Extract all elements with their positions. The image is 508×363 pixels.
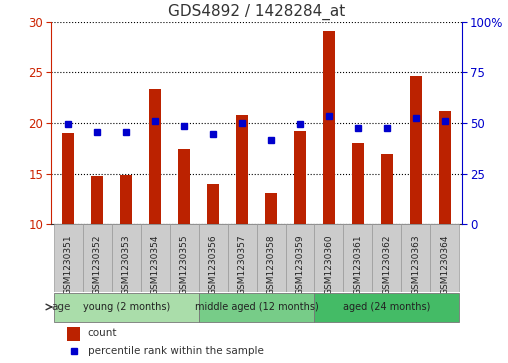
Bar — [343, 224, 372, 292]
Title: GDS4892 / 1428284_at: GDS4892 / 1428284_at — [168, 4, 345, 20]
Bar — [149, 89, 161, 224]
Text: GSM1230352: GSM1230352 — [92, 234, 102, 295]
Text: GSM1230351: GSM1230351 — [64, 234, 73, 295]
Bar — [178, 150, 190, 224]
Text: GSM1230358: GSM1230358 — [267, 234, 275, 295]
Bar — [381, 154, 393, 224]
Bar — [439, 111, 451, 224]
Bar — [199, 224, 228, 292]
Bar — [401, 224, 430, 292]
Bar — [62, 133, 74, 224]
Text: GSM1230363: GSM1230363 — [411, 234, 421, 295]
Text: young (2 months): young (2 months) — [82, 302, 170, 312]
Bar — [228, 224, 257, 292]
Text: GSM1230357: GSM1230357 — [238, 234, 246, 295]
Bar — [91, 176, 103, 224]
Bar — [352, 143, 364, 224]
Bar — [265, 193, 277, 224]
Bar — [170, 224, 199, 292]
Bar — [314, 224, 343, 292]
Bar — [236, 115, 248, 224]
Text: age: age — [51, 302, 71, 312]
Text: GSM1230356: GSM1230356 — [209, 234, 217, 295]
Bar — [372, 224, 401, 292]
Bar — [294, 131, 306, 224]
Text: GSM1230364: GSM1230364 — [440, 234, 450, 295]
Bar — [430, 224, 459, 292]
Text: GSM1230360: GSM1230360 — [325, 234, 333, 295]
Text: aged (24 months): aged (24 months) — [343, 302, 431, 312]
Bar — [199, 293, 314, 322]
Bar — [285, 224, 314, 292]
Text: percentile rank within the sample: percentile rank within the sample — [88, 346, 264, 356]
Text: GSM1230354: GSM1230354 — [150, 234, 160, 295]
Bar — [83, 224, 112, 292]
Text: GSM1230355: GSM1230355 — [180, 234, 188, 295]
Bar — [323, 31, 335, 224]
Bar — [54, 293, 199, 322]
Text: count: count — [88, 329, 117, 338]
Bar — [410, 77, 422, 224]
Text: GSM1230359: GSM1230359 — [296, 234, 304, 295]
Bar — [207, 184, 219, 224]
Bar — [112, 224, 141, 292]
Bar — [257, 224, 285, 292]
Bar — [314, 293, 459, 322]
Text: middle aged (12 months): middle aged (12 months) — [195, 302, 319, 312]
Text: GSM1230361: GSM1230361 — [354, 234, 363, 295]
Text: GSM1230362: GSM1230362 — [383, 234, 392, 295]
Bar — [67, 327, 80, 340]
Bar — [54, 224, 83, 292]
Bar — [141, 224, 170, 292]
Text: GSM1230353: GSM1230353 — [121, 234, 131, 295]
Bar — [120, 175, 132, 224]
